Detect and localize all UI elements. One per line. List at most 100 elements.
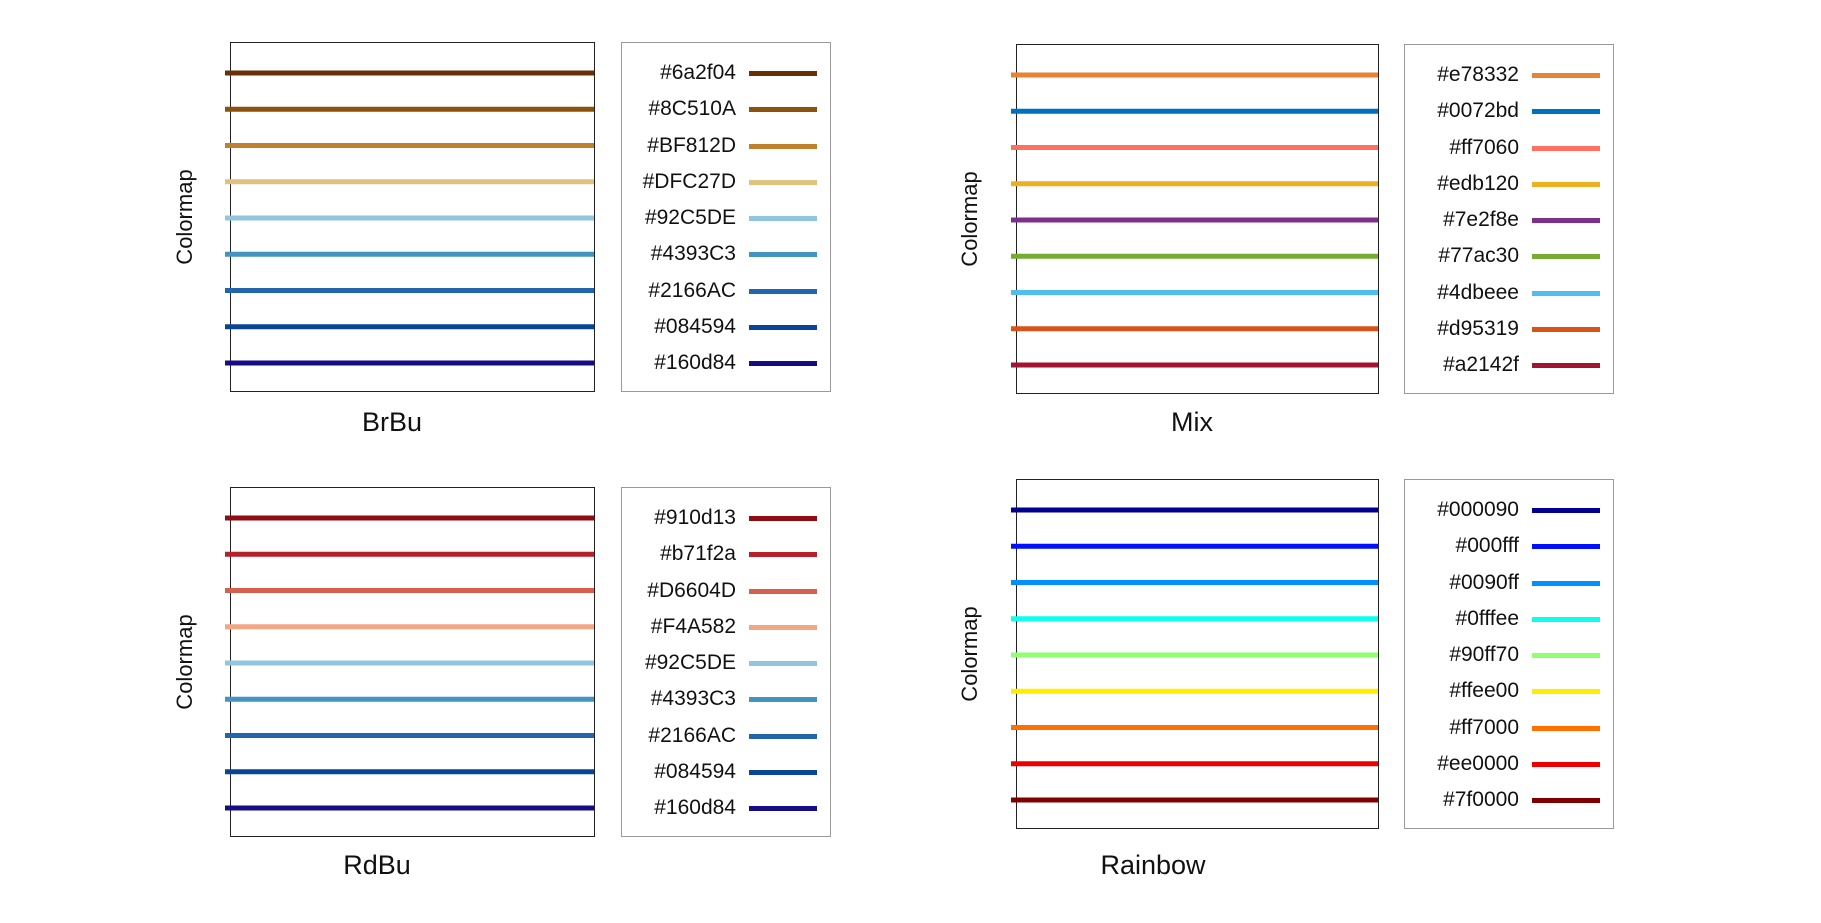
legend-label: #92C5DE — [644, 206, 736, 229]
legend-item: #0072bd — [1405, 98, 1613, 124]
plot-area — [225, 42, 595, 392]
legend-item: #ee0000 — [1405, 751, 1613, 777]
legend-label: #4393C3 — [650, 687, 736, 711]
legend-label: #084594 — [654, 314, 736, 338]
chart-title: Rainbow — [1100, 850, 1206, 880]
legend-label: #2166AC — [648, 723, 736, 747]
legend-swatch — [1532, 326, 1600, 332]
legend-item: #ff7060 — [1405, 135, 1613, 161]
legend-swatch — [749, 624, 817, 630]
legend: #e78332 #0072bd #ff7060 #edb120 #7e2f8e #77ac… — [1404, 44, 1614, 394]
legend-label: #a2142f — [1443, 353, 1519, 376]
legend-item: #000090 — [1405, 497, 1613, 523]
legend-label: #e78332 — [1437, 63, 1519, 86]
legend-item: #2166AC — [622, 723, 830, 749]
legend-label: #D6604D — [647, 578, 736, 602]
legend-label: #b71f2a — [660, 542, 736, 566]
legend-swatch — [749, 661, 817, 666]
legend-label: #084594 — [654, 759, 736, 783]
legend-swatch — [1532, 798, 1600, 803]
legend-item: #084594 — [622, 759, 830, 785]
legend-item: #4393C3 — [622, 241, 830, 267]
legend-item: #2166AC — [622, 278, 830, 304]
plot-area — [1011, 479, 1379, 829]
legend-item: #BF812D — [622, 133, 830, 159]
legend-item: #8C510A — [622, 96, 830, 122]
plot-lines — [225, 70, 594, 366]
legend-item: #ff7000 — [1405, 715, 1613, 741]
legend-item: #000fff — [1405, 533, 1613, 559]
legend-label: #90ff70 — [1449, 643, 1519, 666]
legend-label: #8C510A — [648, 97, 736, 121]
legend-label: #ff7060 — [1449, 135, 1519, 159]
legend-swatch — [749, 588, 817, 594]
chart-title: RdBu — [343, 850, 411, 880]
legend-swatch — [1532, 544, 1600, 550]
plot-lines — [225, 515, 594, 811]
legend-item: #92C5DE — [622, 650, 830, 676]
legend-item: #7e2f8e — [1405, 207, 1613, 233]
legend-label: #edb120 — [1437, 171, 1519, 195]
legend-swatch — [749, 107, 817, 113]
legend-swatch — [1532, 254, 1600, 260]
chart-title: Mix — [1171, 407, 1213, 437]
legend-swatch — [749, 288, 817, 294]
legend-swatch — [749, 516, 817, 521]
legend-item: #DFC27D — [622, 169, 830, 195]
legend-label: #d95319 — [1437, 316, 1519, 340]
legend-swatch — [1532, 508, 1600, 513]
legend-label: #000fff — [1455, 534, 1519, 558]
legend-item: #b71f2a — [622, 541, 830, 567]
legend-swatch — [749, 769, 817, 775]
legend-swatch — [1532, 653, 1600, 658]
plot-area — [225, 487, 595, 837]
legend-item: #a2142f — [1405, 352, 1613, 378]
legend-swatch — [749, 71, 817, 76]
legend-label: #4393C3 — [650, 242, 736, 266]
legend-label: #7f0000 — [1443, 788, 1519, 811]
y-axis-label: Colormap — [172, 169, 197, 265]
legend-item: #0fffee — [1405, 606, 1613, 632]
legend-label: #0090ff — [1449, 570, 1519, 594]
legend-swatch — [1532, 218, 1600, 223]
legend-label: #BF812D — [647, 133, 736, 157]
legend-swatch — [1532, 73, 1600, 78]
y-axis-label: Colormap — [172, 614, 197, 710]
legend-label: #160d84 — [654, 796, 736, 819]
legend-label: #160d84 — [654, 351, 736, 374]
plot-area — [1011, 44, 1379, 394]
legend-swatch — [1532, 689, 1600, 695]
legend-swatch — [1532, 725, 1600, 731]
y-axis-label: Colormap — [957, 171, 982, 267]
legend-label: #ffee00 — [1449, 679, 1519, 703]
legend-swatch — [1532, 145, 1600, 151]
chart-title: BrBu — [361, 407, 423, 437]
legend-swatch — [749, 179, 817, 185]
legend-swatch — [749, 252, 817, 258]
legend-swatch — [1532, 616, 1600, 622]
legend-swatch — [749, 806, 817, 811]
legend-item: #90ff70 — [1405, 642, 1613, 668]
legend-item: #e78332 — [1405, 62, 1613, 88]
legend-swatch — [749, 361, 817, 366]
legend-item: #160d84 — [622, 795, 830, 821]
legend-item: #910d13 — [622, 505, 830, 531]
legend-swatch — [749, 733, 817, 739]
plot-lines — [1011, 507, 1378, 803]
legend-label: #4dbeee — [1437, 280, 1519, 304]
legend-swatch — [1532, 181, 1600, 187]
legend-label: #0fffee — [1455, 606, 1519, 630]
legend-swatch — [1532, 580, 1600, 586]
legend-label: #0072bd — [1437, 99, 1519, 123]
plot-lines — [1011, 72, 1378, 368]
legend-label: #910d13 — [654, 506, 736, 529]
legend-label: #92C5DE — [644, 651, 736, 674]
legend-item: #160d84 — [622, 350, 830, 376]
legend-item: #6a2f04 — [622, 60, 830, 86]
legend: #000090 #000fff #0090ff #0fffee #90ff70 #ffee… — [1404, 479, 1614, 829]
legend-label: #2166AC — [648, 278, 736, 302]
legend-item: #0090ff — [1405, 570, 1613, 596]
legend-swatch — [749, 324, 817, 330]
legend-swatch — [749, 697, 817, 703]
legend-item: #4393C3 — [622, 686, 830, 712]
